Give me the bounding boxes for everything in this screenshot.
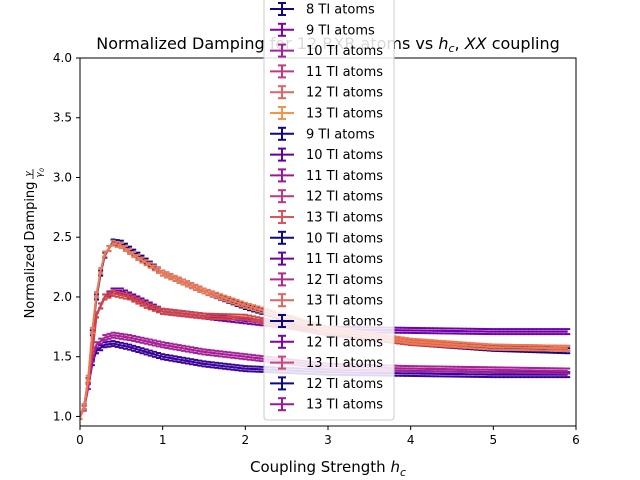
legend-entry: 9 TI atoms	[270, 126, 375, 142]
x-axis: 0 1 2 3 4 5 6	[76, 426, 580, 447]
svg-text:0: 0	[39, 168, 46, 172]
legend-label: 11 TI atoms	[306, 169, 383, 184]
legend-entry: 10 TI atoms	[270, 230, 383, 246]
x-tick-label: 3	[324, 433, 332, 447]
legend-entry: 13 TI atoms	[270, 293, 383, 309]
legend-entry: 13 TI atoms	[270, 210, 383, 226]
legend-label: 12 TI atoms	[306, 86, 383, 101]
legend-entry: 11 TI atoms	[270, 314, 383, 330]
legend-label: 12 TI atoms	[306, 335, 383, 350]
x-axis-label: Coupling Strength hc	[250, 458, 406, 479]
legend: 8 TI atoms 9 TI atoms 10 TI atoms 11 TI ato…	[263, 0, 395, 421]
legend-label: 13 TI atoms	[306, 294, 383, 309]
legend-label: 13 TI atoms	[306, 398, 383, 413]
legend-entry: 9 TI atoms	[270, 22, 375, 38]
legend-entry: 11 TI atoms	[270, 64, 383, 80]
legend-entry: 11 TI atoms	[270, 251, 383, 267]
legend-entry: 12 TI atoms	[270, 85, 383, 101]
legend-label: 9 TI atoms	[306, 127, 375, 142]
legend-label: 12 TI atoms	[306, 273, 383, 288]
legend-entry: 13 TI atoms	[270, 106, 383, 122]
x-tick-label: 0	[76, 433, 84, 447]
legend-entry: 10 TI atoms	[270, 147, 383, 163]
legend-label: 10 TI atoms	[306, 44, 383, 59]
legend-entry: 10 TI atoms	[270, 43, 383, 59]
legend-label: 13 TI atoms	[306, 356, 383, 371]
y-axis: 1.0 1.5 2.0 2.5 3.0 3.5 4.0	[53, 51, 80, 423]
legend-label: 8 TI atoms	[306, 3, 375, 18]
y-tick-label: 4.0	[53, 51, 72, 65]
legend-label: 11 TI atoms	[306, 252, 383, 267]
svg-text:Normalized Damping: Normalized Damping	[23, 182, 38, 319]
legend-label: 12 TI atoms	[306, 190, 383, 205]
svg-text:γ: γ	[24, 171, 34, 177]
legend-entry: 8 TI atoms	[270, 2, 375, 18]
legend-label: 13 TI atoms	[306, 107, 383, 122]
legend-label: 11 TI atoms	[306, 315, 383, 330]
y-tick-label: 1.5	[53, 350, 72, 364]
x-tick-label: 6	[572, 433, 580, 447]
legend-label: 10 TI atoms	[306, 231, 383, 246]
legend-label: 13 TI atoms	[306, 211, 383, 226]
legend-label: 9 TI atoms	[306, 23, 375, 38]
x-tick-label: 4	[407, 433, 415, 447]
legend-frame	[263, 0, 395, 421]
legend-label: 12 TI atoms	[306, 377, 383, 392]
legend-entry: 13 TI atoms	[270, 355, 383, 371]
x-tick-label: 5	[490, 433, 498, 447]
legend-entry: 11 TI atoms	[270, 168, 383, 184]
y-tick-label: 2.0	[53, 290, 72, 304]
x-tick-label: 1	[159, 433, 167, 447]
y-axis-label: Normalized Damping γ γ 0	[23, 168, 46, 319]
x-tick-label: 2	[242, 433, 250, 447]
y-tick-label: 3.5	[53, 111, 72, 125]
legend-entry: 12 TI atoms	[270, 272, 383, 288]
y-tick-label: 1.0	[53, 409, 72, 423]
legend-entry: 13 TI atoms	[270, 397, 383, 413]
legend-label: 10 TI atoms	[306, 148, 383, 163]
y-tick-label: 3.0	[53, 170, 72, 184]
legend-entry: 12 TI atoms	[270, 376, 383, 392]
legend-entry: 12 TI atoms	[270, 334, 383, 350]
legend-entry: 12 TI atoms	[270, 189, 383, 205]
svg-text:γ: γ	[35, 172, 45, 178]
y-tick-label: 2.5	[53, 230, 72, 244]
legend-label: 11 TI atoms	[306, 65, 383, 80]
